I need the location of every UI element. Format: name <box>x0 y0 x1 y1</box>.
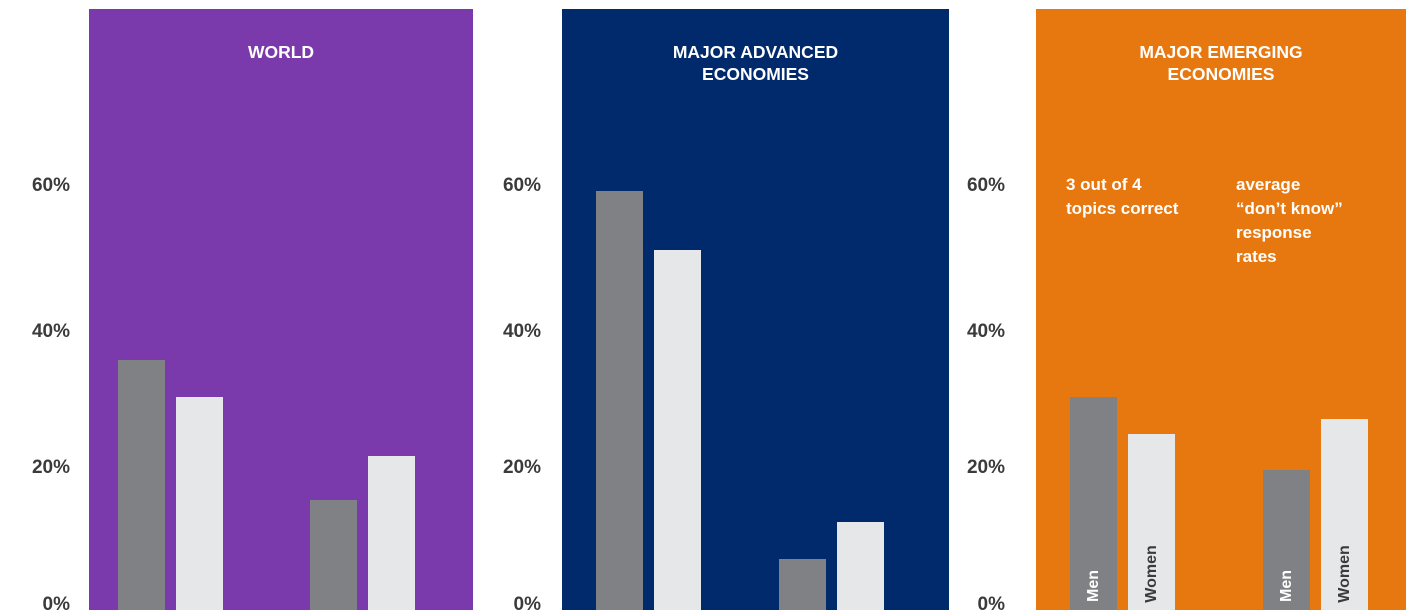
bar-men-group-0: Men <box>1070 396 1117 610</box>
y-tick-label-60pct: 60% <box>31 175 70 196</box>
y-tick-label-60pct: 60% <box>966 175 1005 196</box>
y-tick-label-40pct: 40% <box>31 321 70 342</box>
bar-women-group-0: Women <box>1128 433 1175 610</box>
panel-title: WORLD <box>247 42 315 62</box>
series-label-women: Women <box>1335 544 1353 603</box>
y-tick-label-40pct: 40% <box>502 321 541 342</box>
panel-emerging: MAJOR EMERGING ECONOMIES 3 out of 4 topic… <box>1036 9 1406 610</box>
bar-women-group-0 <box>654 249 701 610</box>
y-tick-label-0pct: 0% <box>513 594 541 615</box>
y-tick-label-60pct: 60% <box>502 175 541 196</box>
bar-women-group-1 <box>368 455 415 610</box>
y-tick-label-20pct: 20% <box>31 457 70 478</box>
y-tick-label-20pct: 20% <box>502 457 541 478</box>
bar-men-group-1 <box>779 558 826 610</box>
panel-advanced: MAJOR ADVANCED ECONOMIES <box>562 9 949 610</box>
bar-men-group-0 <box>118 360 165 610</box>
y-tick-label-0pct: 0% <box>42 594 70 615</box>
series-label-men: Men <box>1084 570 1102 602</box>
bar-women-group-1 <box>837 521 884 610</box>
panel-title: MAJOR EMERGING ECONOMIES <box>1139 42 1303 84</box>
bar-women-group-0 <box>176 396 223 610</box>
bar-men-group-1 <box>310 499 357 610</box>
series-label-women: Women <box>1142 544 1160 603</box>
bar-men-group-0 <box>596 191 643 610</box>
y-tick-label-0pct: 0% <box>977 594 1005 615</box>
panel-world: WORLD <box>89 9 473 610</box>
panel-title: MAJOR ADVANCED ECONOMIES <box>672 42 839 84</box>
group-annotation-0: 3 out of 4 topics correct <box>1066 175 1179 218</box>
bar-women-group-1: Women <box>1321 418 1368 610</box>
series-label-men: Men <box>1277 570 1295 602</box>
y-tick-label-20pct: 20% <box>966 457 1005 478</box>
group-annotation-1: average “don’t know” response rates <box>1236 175 1343 266</box>
bar-men-group-1: Men <box>1263 470 1310 610</box>
y-tick-label-40pct: 40% <box>966 321 1005 342</box>
